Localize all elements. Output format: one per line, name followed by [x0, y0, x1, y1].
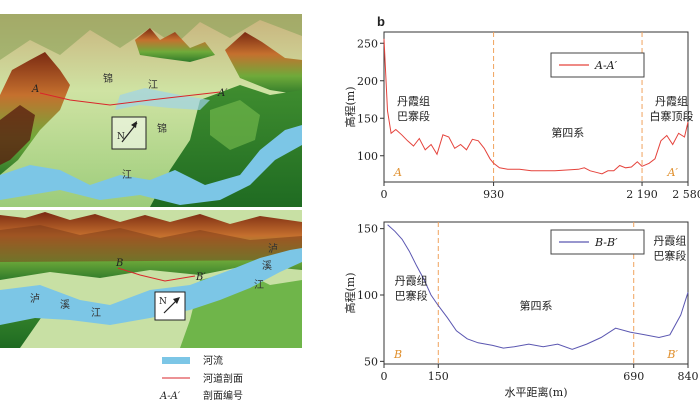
legend-river-swatch	[162, 357, 190, 364]
chart-a-zone-2-line-1: 白寨顶段	[650, 109, 694, 123]
legend-section-label: 河道剖面	[203, 372, 243, 385]
bottom-north-arrow: N	[154, 291, 186, 321]
chart-b-ytick-label-2: 150	[357, 223, 378, 236]
chart-a-endpoint-start: A	[393, 166, 402, 179]
legend-code-label: 剖面编号	[203, 389, 243, 402]
top-river-char-4: 江	[122, 169, 132, 181]
chart-b-xtick-label-1: 150	[428, 370, 449, 383]
chart-a-zone-2-line-0: 丹霞组	[655, 94, 688, 108]
panel-b-letter: b	[377, 14, 385, 29]
chart-a-endpoint-end: A′	[667, 166, 679, 179]
chart-a-legend-label: A-A′	[594, 59, 618, 72]
legend-river-label: 河流	[203, 354, 223, 367]
chart-a-xtick-label-0: 0	[381, 188, 388, 201]
top-river-char-3: 锦	[157, 122, 167, 135]
svg-text:N: N	[117, 132, 125, 142]
top-river-char-2: 江	[148, 79, 158, 91]
bottom-river-char-1: 泸	[268, 243, 278, 255]
top-terrain-map: A A′ 锦 江 锦 江 N	[0, 14, 302, 207]
bottom-river-char-5: 溪	[60, 299, 70, 311]
chart-a-legend: A-A′	[550, 52, 645, 78]
chart-a-zone-0-line-1: 巴寨段	[397, 109, 430, 123]
bottom-river-char-4: 泸	[30, 293, 40, 305]
bottom-terrain-map: B B′ 泸 溪 江 泸 溪 江 N	[0, 210, 302, 348]
top-river-char-1: 锦	[103, 72, 113, 85]
bottom-river-char-6: 江	[91, 307, 101, 319]
chart-a-series-line	[383, 38, 689, 175]
top-north-arrow: N	[111, 116, 147, 150]
bottom-map-label-b-prime: B′	[195, 272, 206, 283]
chart-a-xtick-label-1: 930	[483, 188, 504, 201]
chart-a-ylabel: 高程(m)	[343, 86, 357, 127]
chart-b-legend: B-B′	[550, 229, 645, 255]
chart-a-ytick-label-3: 250	[357, 37, 378, 50]
chart-b-zone-1-line-0: 第四系	[520, 299, 553, 313]
top-map-label-a-prime: A′	[217, 88, 228, 99]
top-map-label-a: A	[31, 84, 39, 95]
chart-b-endpoint-end: B′	[666, 348, 678, 361]
chart-b-zone-2-line-1: 巴寨段	[653, 249, 686, 263]
legend-code-symbol: A-A′	[159, 391, 181, 402]
chart-b-series-line	[387, 224, 689, 350]
terrain-map-panel: A A′ 锦 江 锦 江 N B B′ 泸 溪 江 泸 溪 江 N	[0, 14, 302, 402]
chart-a-ytick-label-0: 100	[357, 150, 378, 163]
chart-b-zone-0-line-1: 巴寨段	[395, 288, 428, 302]
bottom-river-char-3: 江	[254, 279, 264, 291]
chart-b-zone-0-line-0: 丹霞组	[395, 273, 428, 287]
bottom-map-label-b: B	[115, 258, 123, 269]
chart-b-ytick-label-0: 50	[364, 355, 378, 368]
chart-b-zone-2-line-0: 丹霞组	[653, 234, 686, 248]
svg-text:N: N	[159, 297, 167, 307]
chart-a-xtick-label-2: 2 190	[626, 188, 658, 201]
chart-a-plot-frame	[383, 31, 689, 183]
bottom-river-char-2: 溪	[262, 260, 272, 272]
chart-a-zone-1-line-0: 第四系	[551, 125, 584, 139]
chart-a-zone-0-line-0: 丹霞组	[397, 94, 430, 108]
chart-b-xlabel: 水平距离(m)	[504, 385, 567, 399]
chart-a-ytick-label-2: 200	[357, 75, 378, 88]
chart-b-ylabel: 高程(m)	[343, 272, 357, 313]
map-legend: 河流 河道剖面 A-A′ 剖面编号	[159, 354, 243, 402]
chart-b-legend-label: B-B′	[594, 236, 618, 249]
chart-a-ytick-label-1: 150	[357, 112, 378, 125]
chart-b-xtick-label-2: 690	[623, 370, 644, 383]
chart-b-xtick-label-0: 0	[381, 370, 388, 383]
chart-b-endpoint-start: B	[393, 348, 402, 361]
chart-b-ytick-label-1: 100	[357, 289, 378, 302]
chart-a-xtick-label-3: 2 580	[672, 188, 700, 201]
chart-b-xtick-label-3: 840	[678, 370, 699, 383]
